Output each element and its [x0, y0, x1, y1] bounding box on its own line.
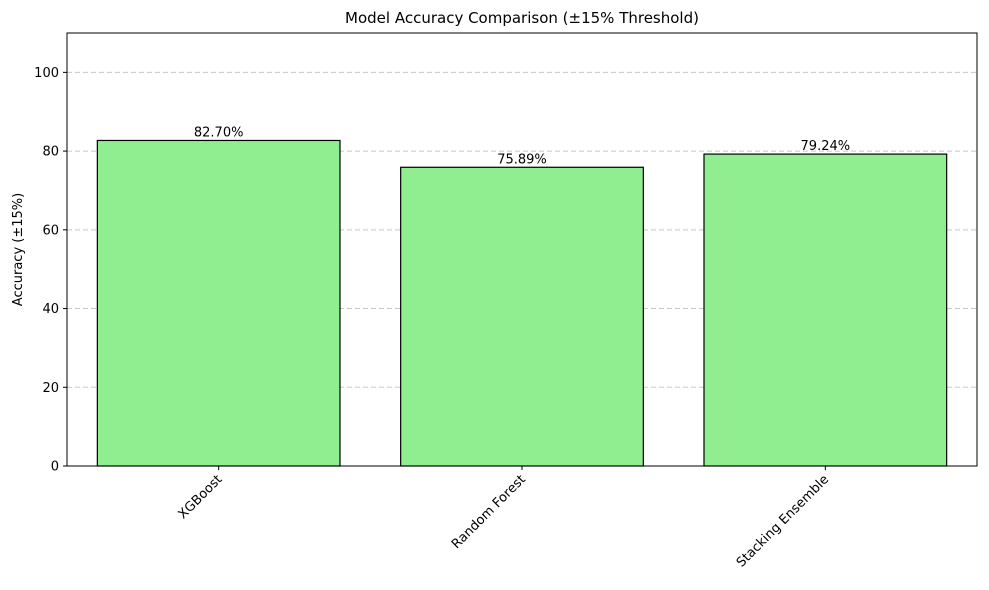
x-axis-ticks: XGBoost Random Forest Stacking Ensemble [176, 466, 832, 570]
bar-xgboost [96, 139, 341, 467]
chart-title: Model Accuracy Comparison (±15% Threshol… [345, 9, 699, 27]
y-axis-label: Accuracy (±15%) [11, 193, 26, 306]
y-tick-label: 80 [42, 145, 59, 160]
x-tick-label: Stacking Ensemble [734, 472, 832, 570]
y-tick-label: 20 [42, 381, 59, 396]
y-tick-label: 40 [42, 302, 59, 317]
x-tick-label: XGBoost [176, 472, 226, 522]
y-tick-label: 0 [51, 460, 59, 475]
bar-value-labels: 82.70% 75.89% 79.24% [194, 125, 850, 167]
x-tick-label: Random Forest [449, 472, 529, 552]
bar-value-label: 79.24% [801, 139, 851, 154]
bar-stacking-ensemble [703, 153, 948, 467]
bars [96, 139, 948, 467]
y-axis-ticks: 0 20 40 60 80 100 [34, 66, 67, 475]
y-tick-label: 100 [34, 66, 59, 81]
bar-value-label: 75.89% [497, 152, 547, 167]
bar-random-forest [400, 166, 644, 467]
bar-value-label: 82.70% [194, 125, 244, 140]
y-tick-label: 60 [42, 223, 59, 238]
